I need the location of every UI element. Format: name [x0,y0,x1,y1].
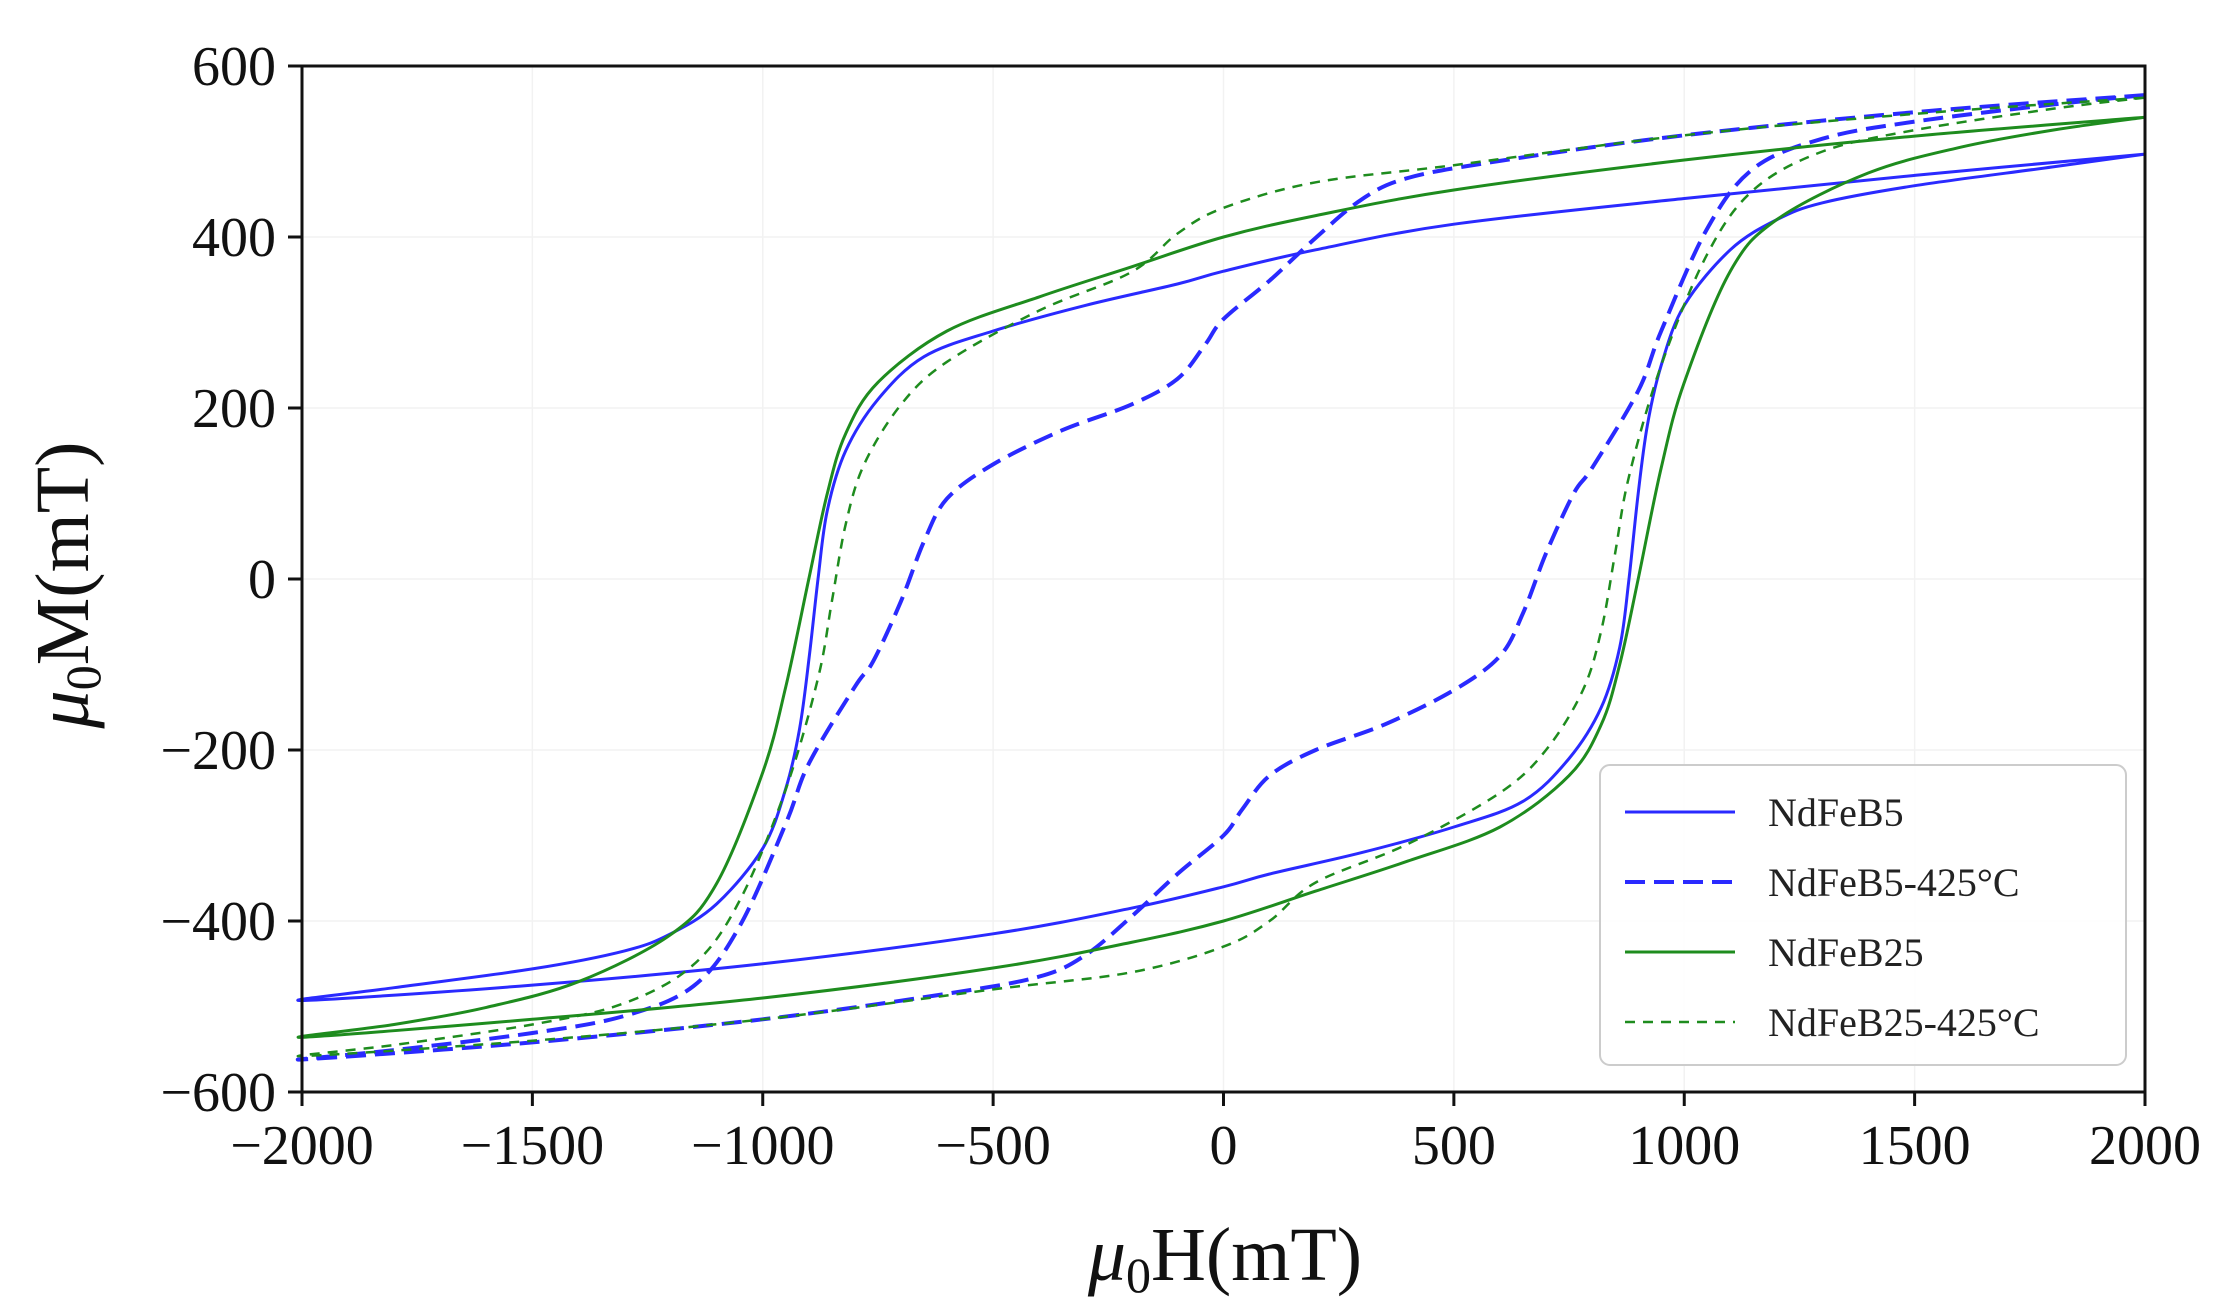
x-tick-label: −1000 [691,1115,835,1177]
legend-label: NdFeB5-425°C [1768,860,2020,905]
y-tick-label: 200 [192,378,276,440]
x-tick-label: 1500 [1859,1115,1971,1177]
legend-label: NdFeB5 [1768,790,1904,835]
legend-box [1599,764,2127,1066]
x-tick-label: 0 [1210,1115,1238,1177]
legend-label: NdFeB25-425°C [1768,1000,2040,1045]
x-tick-label: 500 [1412,1115,1496,1177]
ticks: −2000 −1500 −1000 −500 0 500 1000 1500 2000−600−… [160,36,2201,1177]
y-tick-label: 400 [192,207,276,269]
x-tick-label: 2000 [2089,1115,2201,1177]
legend: NdFeB5 NdFeB5-425°C NdFeB25 NdFeB25-425°C [1599,764,2127,1066]
x-tick-label: −500 [935,1115,1051,1177]
x-tick-label: −2000 [230,1115,374,1177]
y-tick-label: −200 [160,720,276,782]
x-tick-label: −1500 [461,1115,605,1177]
y-tick-label: −400 [160,891,276,953]
legend-label: NdFeB25 [1768,930,1924,975]
x-axis-title: μ0H(mT) [1087,1213,1362,1303]
y-tick-label: −600 [160,1062,276,1124]
y-tick-label: 0 [248,549,276,611]
y-axis-title: μ0M(mT) [21,442,111,730]
y-tick-label: 600 [192,36,276,98]
x-tick-label: 1000 [1628,1115,1740,1177]
